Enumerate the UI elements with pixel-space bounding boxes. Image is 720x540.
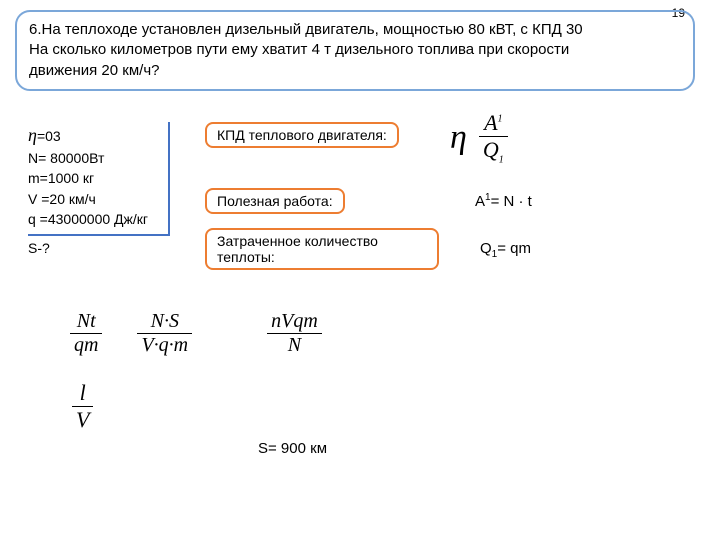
eta-symbol: η bbox=[28, 125, 37, 145]
given-q: q =43000000 Дж/кг bbox=[28, 211, 148, 227]
given-m: m=1000 кг bbox=[28, 170, 94, 186]
given-N: N= 80000Вт bbox=[28, 150, 104, 166]
f3-num: nVqm bbox=[267, 310, 322, 334]
problem-line1: 6.На теплоходе установлен дизельный двиг… bbox=[29, 21, 583, 38]
formula-q1: Q1= qm bbox=[480, 240, 531, 260]
eta-big: η bbox=[450, 119, 467, 157]
f4-num: l bbox=[72, 380, 93, 407]
problem-line2: На сколько километров пути ему хватит 4 … bbox=[29, 41, 569, 58]
equation-lv: l V bbox=[72, 380, 93, 433]
given-block: η=03 N= 80000Вт m=1000 кг V =20 км/ч q =… bbox=[28, 122, 170, 236]
f1-den: qm bbox=[70, 334, 102, 357]
label-heat: Затраченное количество теплоты: bbox=[205, 228, 439, 270]
f2-num: N·S bbox=[137, 310, 192, 334]
formula-eta: η A1 Q1 bbox=[450, 110, 508, 165]
f4-den: V bbox=[72, 407, 93, 433]
f1-num: Nt bbox=[70, 310, 102, 334]
problem-line3: движения 20 км/ч? bbox=[29, 62, 159, 79]
given-eta: =03 bbox=[37, 128, 61, 144]
label-work: Полезная работа: bbox=[205, 188, 345, 214]
eta-num: A1 bbox=[479, 110, 508, 137]
given-V: V =20 км/ч bbox=[28, 191, 96, 207]
eta-den: Q1 bbox=[479, 137, 508, 165]
problem-statement: 6.На теплоходе установлен дизельный двиг… bbox=[15, 10, 695, 91]
label-kpd: КПД теплового двигателя: bbox=[205, 122, 399, 148]
f3-den: N bbox=[267, 334, 322, 357]
answer: S= 900 км bbox=[258, 440, 327, 457]
sought: S-? bbox=[28, 240, 50, 256]
formula-a1: A1= N · t bbox=[475, 192, 532, 210]
f2-den: V·q·m bbox=[137, 334, 192, 357]
equation-row: Nt qm N·S V·q·m nVqm N bbox=[70, 310, 322, 357]
